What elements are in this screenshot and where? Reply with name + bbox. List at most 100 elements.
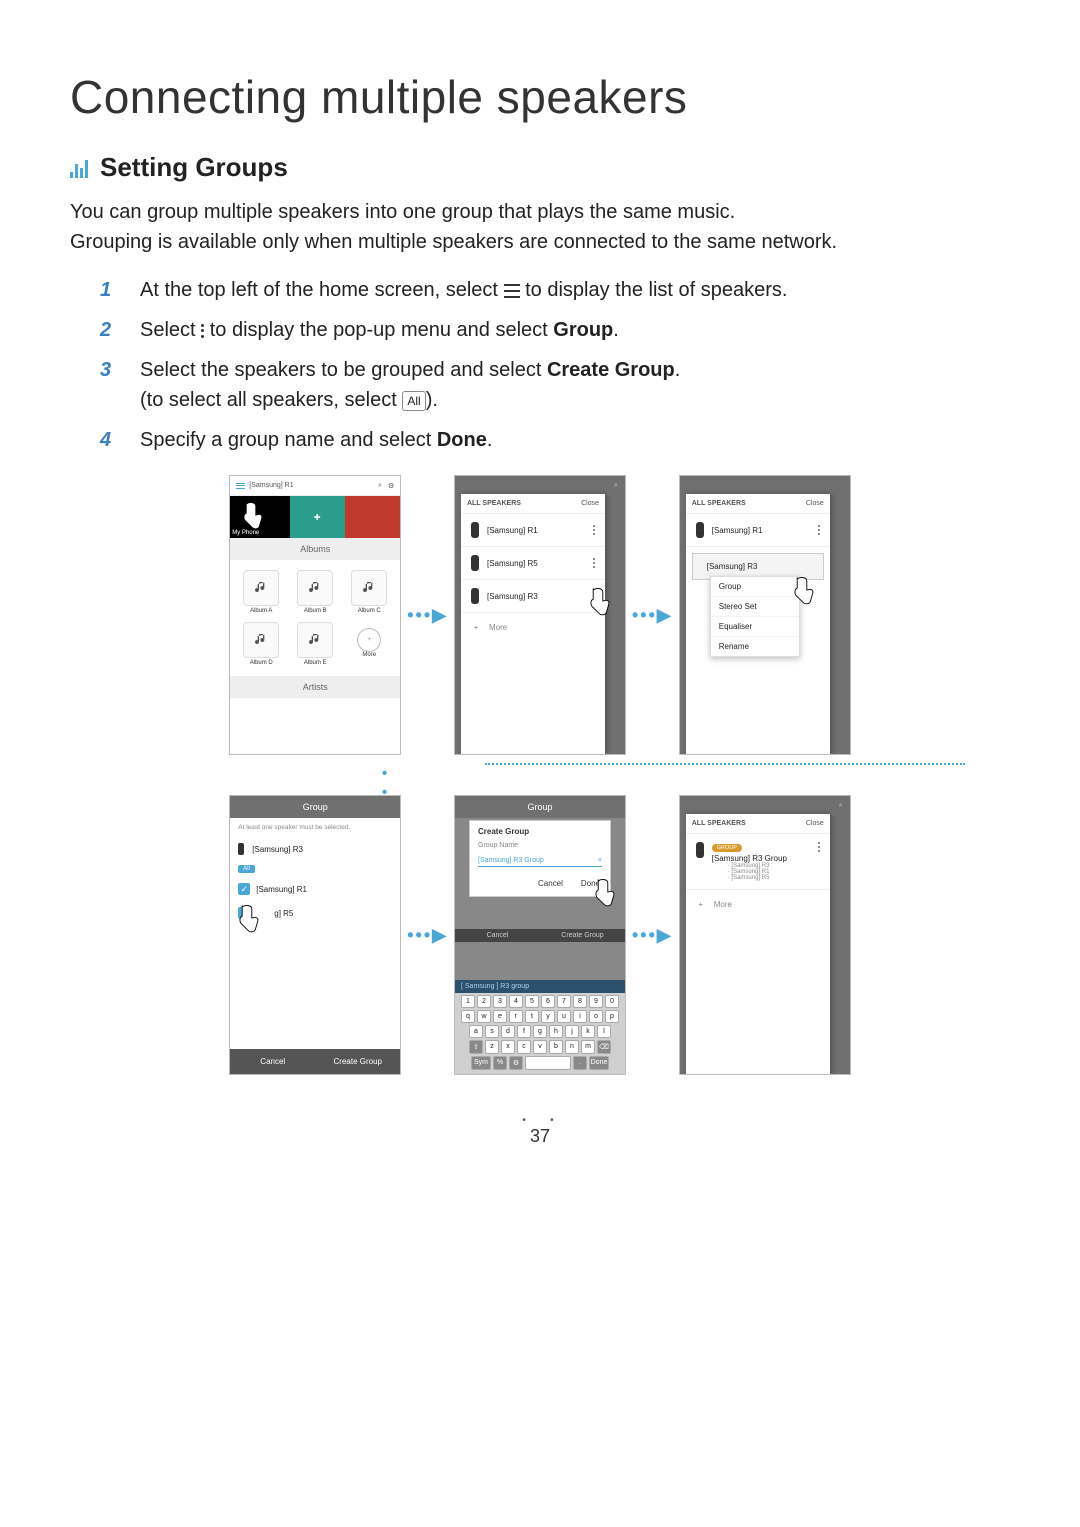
menu-item-stereo[interactable]: Stereo Set: [711, 597, 799, 617]
album-cell[interactable]: Album B: [288, 566, 342, 618]
key[interactable]: [525, 1056, 571, 1070]
speaker-icon: [471, 555, 479, 571]
close-button[interactable]: Close: [581, 500, 599, 507]
dialog-title: Create Group: [470, 821, 610, 842]
key[interactable]: l: [597, 1025, 611, 1038]
key[interactable]: s: [485, 1025, 499, 1038]
key[interactable]: w: [477, 1010, 491, 1023]
search-icon[interactable]: ⌕: [378, 482, 382, 490]
key[interactable]: 5: [525, 995, 539, 1008]
key[interactable]: u: [557, 1010, 571, 1023]
key[interactable]: 9: [589, 995, 603, 1008]
more-dots-icon: [201, 324, 204, 338]
more-dots-icon[interactable]: [818, 525, 820, 535]
key[interactable]: r: [509, 1010, 523, 1023]
close-button[interactable]: Close: [806, 500, 824, 507]
key[interactable]: q: [461, 1010, 475, 1023]
step-3-text: Select the speakers to be grouped and se…: [140, 355, 1010, 415]
key[interactable]: e: [493, 1010, 507, 1023]
key[interactable]: f: [517, 1025, 531, 1038]
menu-item-eq[interactable]: Equaliser: [711, 617, 799, 637]
add-more[interactable]: +More: [461, 613, 605, 642]
arrow-icon: [407, 925, 448, 946]
panel-title: ALL SPEAKERS: [467, 500, 581, 507]
cancel-button[interactable]: Cancel: [230, 1049, 315, 1074]
key[interactable]: v: [533, 1040, 547, 1054]
key[interactable]: x: [501, 1040, 515, 1054]
menu-item-group[interactable]: Group: [711, 577, 799, 597]
speaker-row[interactable]: [Samsung] R3: [461, 580, 605, 613]
key[interactable]: m: [581, 1040, 595, 1054]
speaker-check-row[interactable]: ✓[Samsung] R1: [230, 877, 400, 901]
key[interactable]: 1: [461, 995, 475, 1008]
key[interactable]: p: [605, 1010, 619, 1023]
key[interactable]: t: [525, 1010, 539, 1023]
album-cell[interactable]: Album C: [342, 566, 396, 618]
clear-icon[interactable]: ×: [598, 857, 602, 864]
panel-header: ALL SPEAKERS Close: [686, 814, 830, 834]
key[interactable]: y: [541, 1010, 555, 1023]
key[interactable]: i: [573, 1010, 587, 1023]
all-chip[interactable]: All: [238, 865, 255, 873]
more-dots-icon[interactable]: [818, 842, 820, 852]
more-dots-icon[interactable]: [593, 558, 595, 568]
key[interactable]: a: [469, 1025, 483, 1038]
group-title: Group: [230, 796, 400, 818]
key[interactable]: c: [517, 1040, 531, 1054]
key[interactable]: 2: [477, 995, 491, 1008]
step-number: 3: [100, 355, 140, 415]
album-cell[interactable]: Album E: [288, 618, 342, 670]
key[interactable]: 6: [541, 995, 555, 1008]
more-dots-icon[interactable]: [593, 525, 595, 535]
close-button[interactable]: Close: [806, 820, 824, 827]
key[interactable]: Sym: [471, 1056, 491, 1070]
dialog-cancel-button[interactable]: Cancel: [538, 879, 563, 888]
key[interactable]: 4: [509, 995, 523, 1008]
key[interactable]: j: [565, 1025, 579, 1038]
keyboard[interactable]: [ Samsung ] R3 group 1234567890 qwertyui…: [455, 980, 625, 1074]
key[interactable]: 0: [605, 995, 619, 1008]
group-name-input[interactable]: [Samsung] R3 Group×: [478, 857, 602, 867]
gear-icon[interactable]: ⚙: [388, 482, 394, 490]
speaker-row[interactable]: [Samsung] R5: [461, 547, 605, 580]
key[interactable]: n: [565, 1040, 579, 1054]
key[interactable]: Done: [589, 1056, 609, 1070]
key[interactable]: h: [549, 1025, 563, 1038]
key[interactable]: ⌫: [597, 1040, 611, 1054]
tile-myphone[interactable]: My Phone: [230, 496, 289, 538]
key[interactable]: ⇧: [469, 1040, 483, 1054]
album-cell[interactable]: Album D: [234, 618, 288, 670]
key[interactable]: 7: [557, 995, 571, 1008]
speaker-row[interactable]: [Samsung] R1: [461, 514, 605, 547]
key[interactable]: 3: [493, 995, 507, 1008]
key[interactable]: 8: [573, 995, 587, 1008]
key[interactable]: b: [549, 1040, 563, 1054]
key[interactable]: .: [573, 1056, 587, 1070]
checkbox-icon[interactable]: ✓: [238, 883, 250, 895]
key[interactable]: %: [493, 1056, 507, 1070]
menu-item-rename[interactable]: Rename: [711, 637, 799, 656]
s3c: (to select all speakers, select: [140, 389, 402, 411]
speaker-check-row[interactable]: ✓g] R5: [230, 901, 400, 925]
key[interactable]: k: [581, 1025, 595, 1038]
key[interactable]: z: [485, 1040, 499, 1054]
key[interactable]: d: [501, 1025, 515, 1038]
tap-cursor-icon: [590, 877, 616, 907]
step-number: 4: [100, 425, 140, 455]
key[interactable]: ⚙: [509, 1056, 523, 1070]
speaker-row[interactable]: [Samsung] R1: [686, 514, 830, 547]
create-group-button[interactable]: Create Group: [315, 1049, 400, 1074]
s2a: Select: [140, 319, 201, 341]
hamburger-icon[interactable]: [236, 483, 245, 489]
group-name-label: [Samsung] R3 Group: [712, 854, 787, 863]
s4b: .: [487, 429, 493, 451]
tile-red[interactable]: [345, 496, 400, 538]
add-more[interactable]: +More: [686, 890, 830, 919]
group-result-row[interactable]: GROUP [Samsung] R3 Group · [Samsung] R3 …: [686, 834, 830, 890]
tile-add[interactable]: ✚: [290, 496, 345, 538]
album-more[interactable]: +More: [342, 618, 396, 670]
key[interactable]: g: [533, 1025, 547, 1038]
album-cell[interactable]: Album A: [234, 566, 288, 618]
key[interactable]: o: [589, 1010, 603, 1023]
step-number: 2: [100, 315, 140, 345]
